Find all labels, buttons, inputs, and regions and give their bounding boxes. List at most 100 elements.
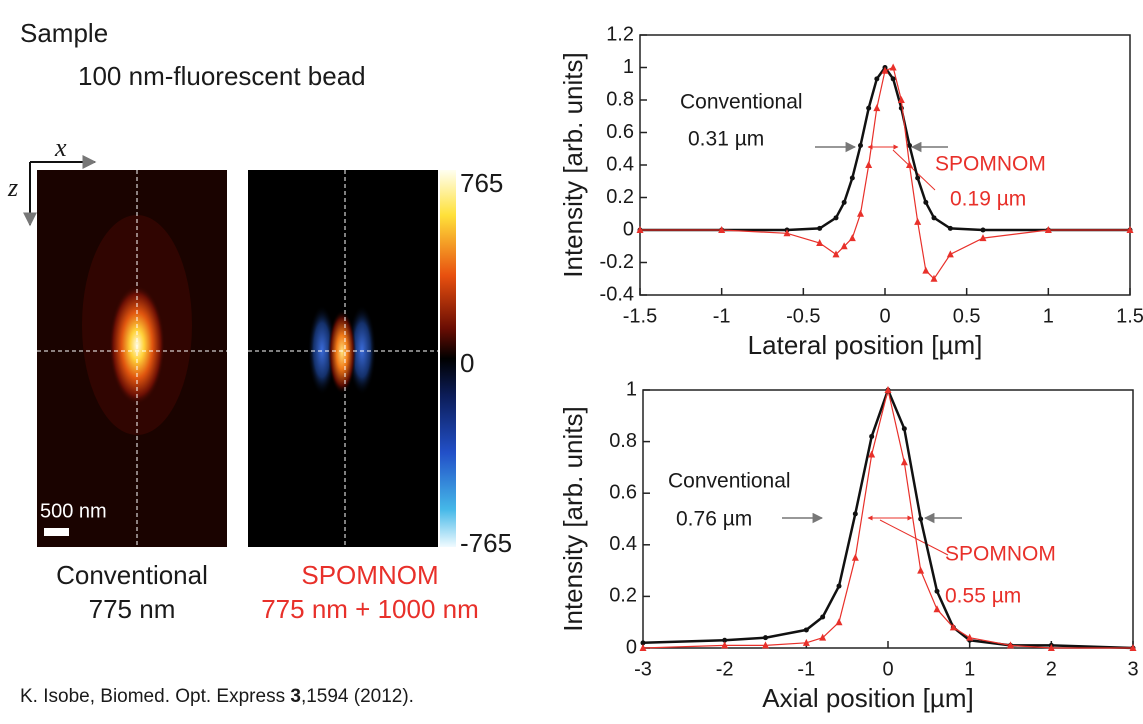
- y-tick-label: 0.4: [609, 533, 637, 555]
- x-tick-label: -1: [797, 658, 815, 680]
- data-point: [947, 225, 953, 231]
- colorbar-tick-label: -765: [460, 528, 512, 558]
- y-tick-label: 0: [623, 218, 634, 240]
- citation-source: K. Isobe, Biomed. Opt. Express: [20, 686, 285, 707]
- data-point: [897, 96, 905, 103]
- data-point: [803, 627, 809, 633]
- data-point: [832, 250, 840, 258]
- x-tick-label: 1: [1043, 305, 1054, 327]
- annotation: SPOMNOM: [945, 543, 1056, 566]
- data-point: [857, 209, 864, 217]
- data-point: [900, 458, 908, 466]
- data-point: [721, 641, 729, 649]
- y-tick-label: 1.2: [606, 23, 634, 45]
- x-tick-label: -1: [713, 305, 731, 327]
- data-point: [933, 605, 941, 613]
- data-point: [890, 76, 896, 82]
- data-point: [722, 637, 728, 643]
- y-tick-label: 0.4: [606, 153, 634, 175]
- y-axis-label: Intensity [arb. units]: [558, 406, 588, 631]
- image-label: SPOMNOM: [301, 560, 438, 590]
- annotation: 0.55 µm: [945, 585, 1021, 608]
- annotation: 0.31 µm: [688, 128, 764, 151]
- data-point: [1126, 226, 1134, 233]
- data-point: [820, 614, 826, 620]
- annotation: 0.19 µm: [950, 188, 1026, 211]
- data-point: [901, 426, 907, 432]
- data-point: [922, 266, 930, 274]
- x-tick-label: 0: [879, 305, 890, 327]
- x-tick-label: 1: [964, 658, 975, 680]
- data-point: [946, 250, 954, 258]
- annotation: 0.76 µm: [676, 508, 752, 531]
- y-tick-label: 0.2: [609, 585, 637, 607]
- x-tick-label: 3: [1127, 658, 1138, 680]
- data-point: [1047, 644, 1055, 651]
- data-point: [914, 217, 922, 225]
- data-point: [840, 242, 848, 250]
- data-point: [763, 635, 768, 641]
- sample-title: Sample: [20, 18, 108, 48]
- data-point: [873, 104, 881, 112]
- data-point: [783, 229, 791, 237]
- x-axis-label: Lateral position [µm]: [748, 330, 983, 360]
- x-tick-label: 2: [1046, 658, 1057, 680]
- x-tick-label: 1.5: [1116, 305, 1143, 327]
- x-tick-label: -3: [634, 658, 652, 680]
- x-tick-label: 0.5: [953, 305, 981, 327]
- x-tick-label: -0.5: [786, 305, 820, 327]
- data-point: [802, 638, 810, 646]
- image-wavelength: 775 nm: [89, 594, 176, 624]
- y-tick-label: -0.4: [600, 283, 634, 305]
- charts: -0.4 -0.2 0 0.2 0.4 0.6 0.8 1 1.2 -1.5 -1 -0.5 0 0.5 1…: [558, 23, 1143, 713]
- data-point: [918, 516, 924, 522]
- data-point: [1007, 641, 1014, 649]
- y-tick-label: 0.6: [606, 121, 634, 143]
- annotation-arrows: [782, 141, 962, 556]
- data-point: [852, 511, 858, 517]
- colorbar: [440, 170, 456, 547]
- data-point: [881, 66, 889, 74]
- data-point: [980, 227, 986, 233]
- data-point: [836, 583, 842, 589]
- data-point: [884, 386, 892, 393]
- x-axis-label: Axial position [µm]: [762, 683, 974, 713]
- data-point: [906, 161, 913, 168]
- data-point: [1044, 226, 1052, 233]
- y-tick-label: 0.6: [609, 481, 637, 503]
- data-point: [866, 105, 872, 111]
- data-point: [923, 199, 929, 205]
- scale-bar-label: 500 nm: [40, 500, 107, 522]
- sample-desc: 100 nm-fluorescent bead: [78, 61, 366, 91]
- data-point: [934, 588, 940, 594]
- annotation: Conventional: [668, 470, 791, 493]
- y-tick-label: 0.2: [606, 186, 634, 208]
- data-point: [931, 215, 937, 221]
- data-point: [718, 226, 726, 233]
- y-tick-label: 0.8: [609, 430, 637, 452]
- image-wavelength: 775 nm + 1000 nm: [261, 594, 479, 624]
- y-tick-label: 1: [626, 378, 637, 400]
- x-tick-label: -2: [716, 658, 734, 680]
- data-point: [930, 274, 938, 282]
- axis-z: z: [7, 173, 18, 202]
- data-point: [833, 215, 839, 221]
- colorbar-tick-label: 0: [460, 348, 474, 378]
- data-point: [966, 633, 974, 641]
- data-point: [640, 640, 646, 646]
- citation-pages: ,1594 (2012).: [301, 686, 414, 707]
- y-tick-label: 1: [623, 56, 634, 78]
- data-point: [917, 566, 925, 574]
- annotation: Conventional: [680, 91, 803, 114]
- data-point: [874, 76, 880, 82]
- data-point: [817, 225, 823, 231]
- data-point: [636, 226, 644, 233]
- data-point: [851, 553, 859, 561]
- x-tick-label: 0: [882, 658, 893, 680]
- data-point: [848, 234, 856, 242]
- annotation: SPOMNOM: [935, 153, 1046, 176]
- data-point: [841, 199, 847, 205]
- colorbar-ticks: 765 0 -765: [460, 168, 512, 558]
- colorbar-tick-label: 765: [460, 168, 503, 198]
- data-point: [816, 239, 824, 246]
